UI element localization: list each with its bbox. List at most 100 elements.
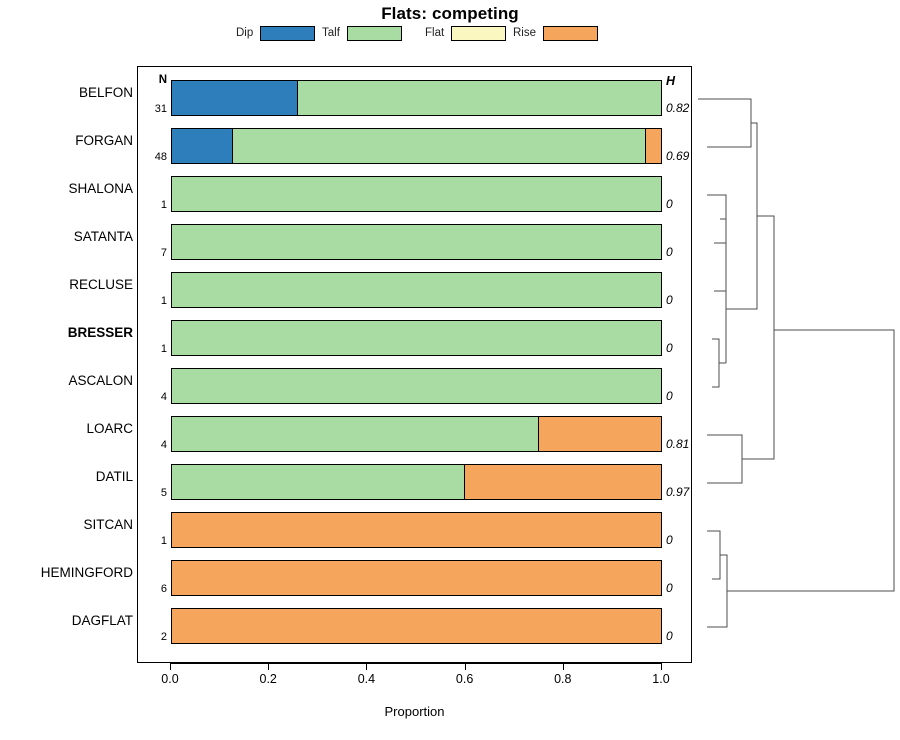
row-n-value: 1: [160, 343, 167, 355]
row-label-hemingford[interactable]: HEMINGFORD: [40, 565, 133, 580]
row-label-forgan[interactable]: FORGAN: [75, 133, 133, 148]
row-label-ascalon[interactable]: ASCALON: [68, 373, 133, 388]
stacked-bar[interactable]: [171, 512, 662, 548]
bar-segment: [172, 81, 299, 115]
x-axis-tick: [464, 663, 466, 670]
row-n-value: 31: [154, 103, 167, 115]
stacked-bar[interactable]: [171, 368, 662, 404]
stacked-bar[interactable]: [171, 560, 662, 596]
row-h-value: 0: [666, 629, 673, 643]
row-label-satanta[interactable]: SATANTA: [73, 229, 133, 244]
x-axis-tick-label: 0.2: [259, 672, 277, 686]
bar-segment: [172, 369, 661, 403]
row-h-value: 0: [666, 341, 673, 355]
x-axis-line: [170, 663, 662, 664]
x-axis-tick-label: 0.6: [455, 672, 474, 686]
row-h-value: 0.97: [666, 485, 690, 499]
stacked-bar[interactable]: [171, 224, 662, 260]
row-label-dagflat[interactable]: DAGFLAT: [71, 613, 133, 628]
row-n-value: 5: [160, 487, 167, 499]
legend-item-label: Dip: [236, 27, 254, 39]
legend-swatch-flat: [451, 25, 507, 41]
legend-item-label: Talf: [322, 27, 340, 39]
bar-segment: [172, 225, 661, 259]
bar-segment: [172, 561, 661, 595]
table-row: HEMINGFORD 6 0: [0, 555, 900, 603]
bar-segment: [172, 609, 661, 643]
x-axis-title: Proportion: [384, 704, 445, 719]
bar-segment: [172, 417, 539, 451]
x-axis-tick-label: 0.0: [161, 672, 179, 686]
bar-segment: [233, 129, 646, 163]
row-h-value: 0: [666, 245, 673, 259]
legend-swatch-dip: [260, 25, 316, 41]
legend: Dip Talf Flat Rise: [0, 24, 900, 42]
legend-swatch-talf: [346, 25, 402, 41]
bar-segment: [172, 177, 661, 211]
stacked-bar[interactable]: [171, 176, 662, 212]
page-title: Flats: competing: [381, 4, 519, 23]
bar-segment: [645, 129, 661, 163]
row-h-value: 0: [666, 581, 673, 595]
row-label-shalona[interactable]: SHALONA: [68, 181, 133, 196]
stacked-bar[interactable]: [171, 80, 662, 116]
stacked-bar[interactable]: [171, 416, 662, 452]
stacked-bar[interactable]: [171, 272, 662, 308]
bar-segment: [172, 321, 661, 355]
row-label-loarc[interactable]: LOARC: [86, 421, 133, 436]
row-h-value: 0.81: [666, 437, 690, 451]
x-axis-tick: [170, 663, 171, 670]
bar-segment: [172, 129, 234, 163]
row-label-bresser[interactable]: BRESSER: [67, 325, 133, 340]
plot-area: [137, 66, 692, 663]
table-row: SHALONA 1 0: [0, 171, 900, 219]
table-row: SITCAN 1 0: [0, 507, 900, 555]
legend-item-rise[interactable]: Rise: [513, 24, 599, 42]
column-header-h: H: [666, 74, 676, 88]
row-label-recluse[interactable]: RECLUSE: [69, 277, 133, 292]
stacked-bar[interactable]: [171, 128, 662, 164]
row-n-value: 1: [160, 295, 167, 307]
row-n-value: 2: [160, 631, 167, 643]
table-row: BELFON 31 0.82: [0, 75, 900, 123]
bar-segment: [465, 465, 661, 499]
row-n-value: 6: [160, 583, 167, 595]
legend-item-dip[interactable]: Dip: [236, 24, 316, 42]
row-n-value: 1: [160, 199, 167, 211]
table-row: SATANTA 7 0: [0, 219, 900, 267]
legend-item-flat[interactable]: Flat: [425, 24, 507, 42]
legend-item-label: Flat: [425, 27, 445, 39]
dendrogram: [698, 98, 895, 628]
row-h-value: 0.69: [666, 149, 690, 163]
row-label-datil[interactable]: DATIL: [95, 469, 133, 484]
row-n-value: 4: [160, 391, 167, 403]
x-axis-tick: [268, 663, 270, 670]
stacked-bar[interactable]: [171, 320, 662, 356]
table-row: LOARC 4 0.81: [0, 411, 900, 459]
row-h-value: 0: [666, 293, 673, 307]
table-row: FORGAN 48 0.69: [0, 123, 900, 171]
row-label-belfon[interactable]: BELFON: [78, 85, 133, 100]
table-row: DAGFLAT 2 0: [0, 603, 900, 651]
bar-segment: [172, 465, 466, 499]
bar-segment: [172, 273, 661, 307]
x-axis-tick: [562, 663, 564, 670]
legend-item-talf[interactable]: Talf: [322, 24, 402, 42]
x-axis: 0.0 0.2 0.4 0.6 0.8 1.0: [137, 663, 692, 703]
x-axis-tick-label: 0.8: [554, 672, 572, 686]
bar-segment: [172, 513, 661, 547]
bar-segment: [538, 417, 661, 451]
x-axis-tick: [366, 663, 368, 670]
row-h-value: 0: [666, 533, 673, 547]
row-n-value: 1: [160, 535, 167, 547]
stacked-bar[interactable]: [171, 608, 662, 644]
bar-segment: [298, 81, 661, 115]
stacked-bar[interactable]: [171, 464, 662, 500]
table-row: DATIL 5 0.97: [0, 459, 900, 507]
row-label-sitcan[interactable]: SITCAN: [83, 517, 133, 532]
legend-item-label: Rise: [513, 27, 537, 39]
x-axis-tick-label: 0.4: [357, 672, 376, 686]
legend-swatch-rise: [543, 25, 599, 41]
row-h-value: 0: [666, 197, 673, 211]
x-axis-tick-label: 1.0: [652, 672, 670, 686]
